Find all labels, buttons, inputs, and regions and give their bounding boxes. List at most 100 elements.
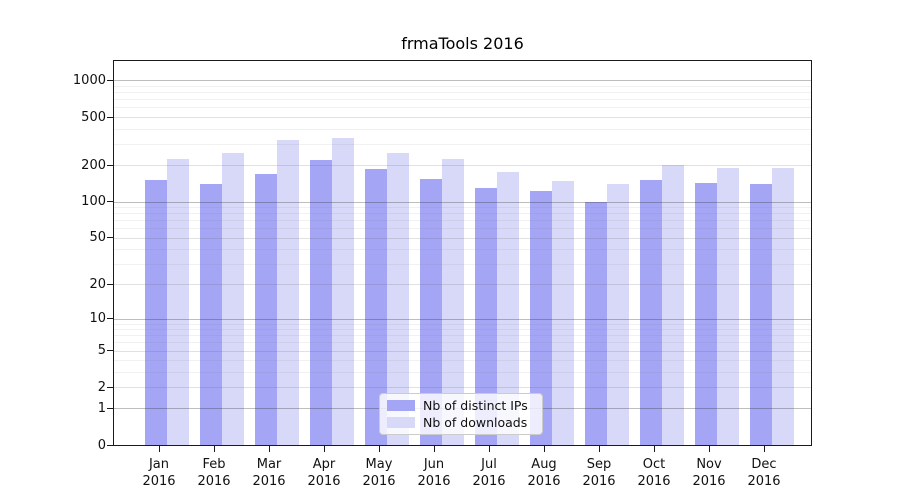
- x-tick-jan: [159, 446, 160, 452]
- y-tick-label-100: 100: [81, 194, 106, 209]
- bar-jul-downloads: [497, 171, 519, 445]
- bar-sep-distinct-ips: [585, 201, 607, 445]
- gridline-30: [114, 263, 811, 265]
- gridline-60: [114, 228, 811, 230]
- y-tick-500: [107, 116, 114, 118]
- bar-nov-downloads: [717, 167, 739, 445]
- bar-oct-downloads: [662, 165, 684, 445]
- bar-oct-distinct-ips: [640, 180, 662, 445]
- bar-mar-distinct-ips: [255, 173, 277, 445]
- gridline-80: [114, 213, 811, 215]
- x-tick-label-jan: Jan 2016: [142, 457, 176, 489]
- x-tick-jul: [489, 446, 490, 452]
- gridline-6: [114, 342, 811, 344]
- gridline-8: [114, 329, 811, 331]
- bar-may-downloads: [387, 153, 409, 445]
- y-tick-label-1: 1: [97, 400, 106, 416]
- x-tick-jun: [434, 446, 435, 452]
- x-tick-label-sep: Sep 2016: [582, 457, 616, 489]
- gridline-200: [114, 165, 811, 167]
- gridline-900: [114, 86, 811, 87]
- y-tick-100: [107, 201, 114, 202]
- bar-apr-distinct-ips: [310, 159, 332, 445]
- gridline-20: [114, 284, 811, 286]
- y-tick-label-0: 0: [97, 437, 106, 453]
- gridline-500: [114, 117, 811, 118]
- x-tick-label-aug: Aug 2016: [527, 457, 561, 489]
- bar-nov-distinct-ips: [695, 182, 717, 445]
- bar-jan-distinct-ips: [145, 180, 167, 445]
- x-tick-sep: [599, 446, 600, 452]
- x-tick-label-dec: Dec 2016: [747, 457, 781, 489]
- chart-title: frmaTools 2016: [401, 34, 524, 53]
- y-tick-label-20: 20: [89, 276, 106, 292]
- x-tick-apr: [324, 446, 325, 452]
- bar-sep-downloads: [607, 183, 629, 445]
- y-tick-1000: [107, 79, 114, 81]
- x-tick-label-nov: Nov 2016: [692, 457, 726, 489]
- gridline-1000: [114, 80, 811, 82]
- x-tick-label-apr: Apr 2016: [307, 457, 341, 489]
- y-tick-5: [107, 350, 114, 351]
- legend-swatch-icon: [387, 417, 415, 428]
- x-tick-label-jun: Jun 2016: [417, 457, 451, 489]
- bar-feb-downloads: [222, 152, 244, 445]
- bar-jan-downloads: [167, 159, 189, 445]
- legend-swatch-icon: [387, 400, 415, 411]
- y-tick-50: [107, 237, 114, 238]
- legend: Nb of distinct IPs Nb of downloads: [379, 393, 543, 435]
- y-tick-label-2: 2: [97, 379, 106, 395]
- gridline-4: [114, 360, 811, 362]
- x-tick-nov: [709, 446, 710, 452]
- gridline-10: [114, 318, 811, 320]
- y-tick-0: [107, 444, 114, 446]
- y-tick-label-500: 500: [81, 109, 106, 125]
- gridline-2: [114, 387, 811, 388]
- bar-mar-downloads: [277, 140, 299, 445]
- bar-aug-distinct-ips: [530, 191, 552, 445]
- gridline-5: [114, 350, 811, 352]
- x-tick-oct: [654, 446, 655, 452]
- bar-aug-downloads: [552, 181, 574, 445]
- plot-area: frmaTools 2016 0 1 2 5 10 20 50 100 200 500 1000 J…: [73, 34, 812, 489]
- gridline-700: [114, 99, 811, 101]
- bar-dec-downloads: [772, 168, 794, 445]
- gridline-7: [114, 335, 811, 337]
- bar-jun-downloads: [442, 158, 464, 445]
- x-tick-label-feb: Feb 2016: [197, 457, 231, 489]
- x-tick-feb: [214, 446, 215, 452]
- y-tick-20: [107, 283, 114, 285]
- y-tick-label-200: 200: [81, 157, 106, 173]
- x-tick-label-oct: Oct 2016: [637, 457, 671, 489]
- y-tick-label-5: 5: [97, 343, 106, 358]
- legend-row-0: Nb of distinct IPs: [380, 397, 542, 413]
- gridline-300: [114, 143, 811, 145]
- gridline-600: [114, 107, 811, 109]
- y-tick-label-10: 10: [89, 311, 106, 326]
- y-tick-1: [107, 407, 114, 409]
- x-tick-label-mar: Mar 2016: [252, 457, 286, 489]
- x-tick-mar: [269, 446, 270, 452]
- y-tick-2: [107, 386, 114, 388]
- x-tick-label-jul: Jul 2016: [472, 457, 506, 489]
- x-tick-aug: [544, 446, 545, 452]
- bar-dec-distinct-ips: [750, 183, 772, 445]
- gridline-40: [114, 249, 811, 250]
- bar-apr-downloads: [332, 137, 354, 445]
- gridline-3: [114, 371, 811, 373]
- bar-jul-distinct-ips: [475, 187, 497, 445]
- bar-feb-distinct-ips: [200, 183, 222, 445]
- legend-row-1: Nb of downloads: [380, 415, 542, 430]
- y-tick-label-50: 50: [89, 230, 106, 245]
- gridline-90: [114, 207, 811, 208]
- legend-label: Nb of distinct IPs: [423, 397, 528, 413]
- bar-jun-distinct-ips: [420, 179, 442, 445]
- y-tick-label-1000: 1000: [72, 72, 106, 88]
- y-tick-200: [107, 164, 114, 166]
- x-tick-label-may: May 2016: [362, 457, 396, 489]
- bar-may-distinct-ips: [365, 169, 387, 445]
- gridline-100: [114, 201, 811, 203]
- gridline-400: [114, 128, 811, 130]
- gridline-50: [114, 237, 811, 239]
